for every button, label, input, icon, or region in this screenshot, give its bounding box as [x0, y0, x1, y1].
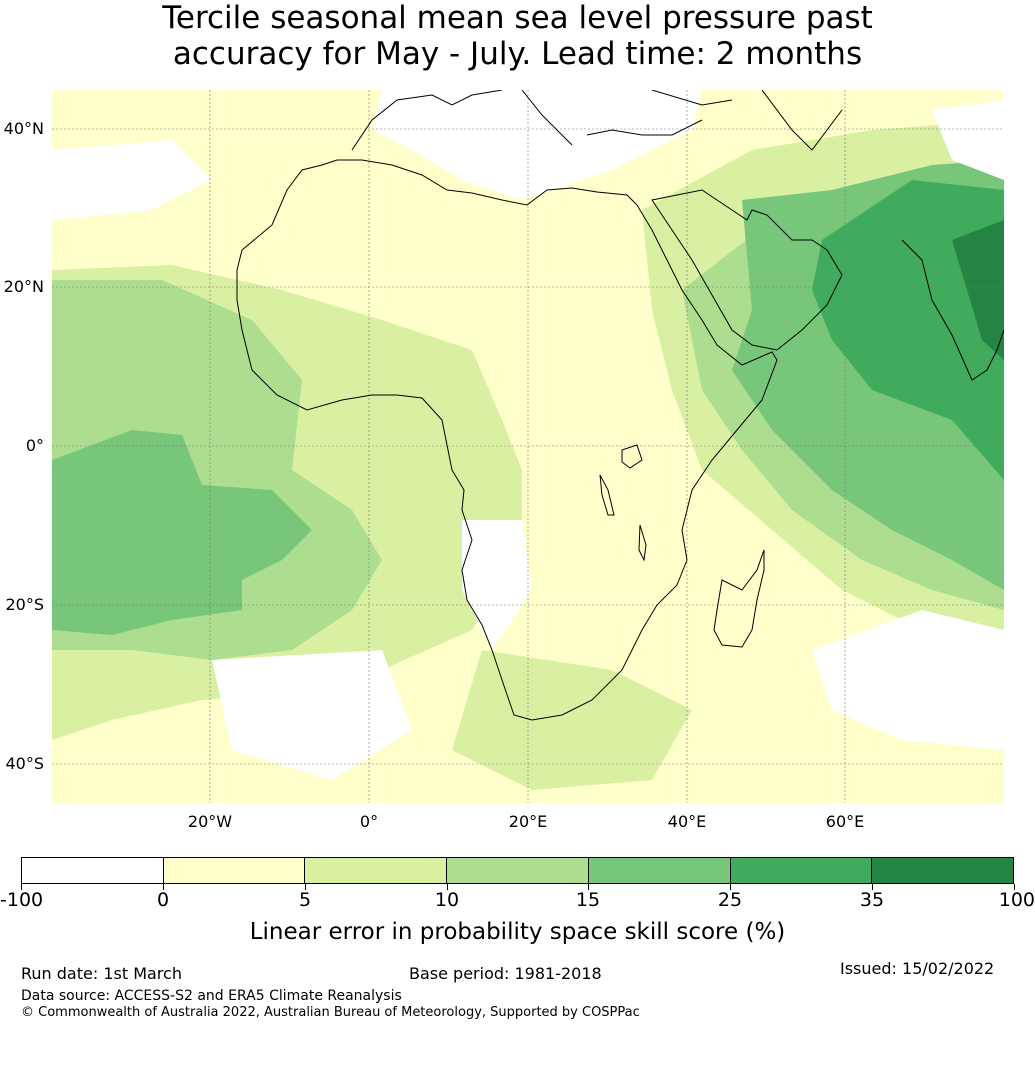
colorbar	[21, 857, 1014, 884]
colorbar-segment	[305, 858, 448, 883]
colorbar-tick	[872, 884, 873, 890]
map-svg	[52, 90, 1004, 803]
colorbar-label: Linear error in probability space skill …	[249, 919, 786, 945]
lon-label-60e: 60°E	[825, 812, 865, 831]
colorbar-tick	[1014, 884, 1015, 890]
lat-label-0: 0°	[25, 436, 44, 455]
lon-label-40e: 40°E	[667, 812, 707, 831]
colorbar-tick	[588, 884, 589, 890]
region-white-south-indian	[812, 610, 1004, 750]
colorbar-tick	[305, 884, 306, 890]
region-white-central-africa	[462, 520, 532, 650]
colorbar-tick-label: 5	[298, 889, 312, 911]
lon-label-20e: 20°E	[508, 812, 548, 831]
data-source: Data source: ACCESS-S2 and ERA5 Climate …	[21, 988, 402, 1004]
lat-label-20s: 20°S	[5, 595, 44, 614]
lat-label-40s: 40°S	[5, 754, 44, 773]
region-white-arabia	[932, 100, 1004, 180]
lat-label-20n: 20°N	[3, 277, 44, 296]
region-white-south-atlantic	[212, 650, 412, 780]
colorbar-tick-label: 10	[434, 889, 460, 911]
lake-malawi	[638, 524, 647, 562]
lon-label-20w: 20°W	[187, 812, 233, 831]
copyright: © Commonwealth of Australia 2022, Austra…	[21, 1005, 640, 1020]
region-light-green-south	[452, 650, 692, 790]
colorbar-segment	[730, 858, 873, 883]
region-white-europe	[372, 90, 702, 200]
title-line-2: accuracy for May - July. Lead time: 2 mo…	[172, 36, 863, 72]
colorbar-tick	[447, 884, 448, 890]
colorbar-tick	[21, 884, 22, 890]
colorbar-tick	[730, 884, 731, 890]
lake-tanganyika	[599, 474, 615, 516]
colorbar-segment	[588, 858, 731, 883]
colorbar-segment	[22, 858, 164, 883]
india-coastline	[901, 239, 1004, 381]
skill-map	[52, 90, 1004, 803]
colorbar-tick-label: 15	[575, 889, 601, 911]
africa-coastline	[236, 159, 778, 721]
title-line-1: Tercile seasonal mean sea level pressure…	[162, 0, 873, 36]
region-darkest-green	[952, 220, 1004, 360]
issued-date: Issued: 15/02/2022	[840, 959, 995, 978]
colorbar-tick-label: -100	[0, 889, 44, 911]
lake-victoria	[621, 444, 643, 469]
arabia-coastline	[651, 189, 843, 351]
region-dark-green-indian	[812, 180, 1004, 480]
colorbar-tick-label: 100	[998, 889, 1035, 911]
madagascar-coastline	[713, 549, 765, 648]
colorbar-segment	[163, 858, 306, 883]
lat-label-40n: 40°N	[3, 119, 44, 138]
europe-coastline	[351, 90, 843, 151]
colorbar-tick-label: 0	[156, 889, 170, 911]
colorbar-segment	[447, 858, 589, 883]
colorbar-tick-label: 25	[717, 889, 743, 911]
region-green-atlantic	[52, 430, 312, 635]
map-title: Tercile seasonal mean sea level pressure…	[0, 0, 1035, 72]
region-white-north-atlantic	[52, 140, 212, 220]
colorbar-tick	[163, 884, 164, 890]
colorbar-segment	[872, 858, 1014, 883]
coastlines	[236, 90, 1004, 721]
base-period: Base period: 1981-2018	[409, 964, 602, 983]
graticule	[52, 90, 1004, 803]
lon-label-0: 0°	[359, 812, 379, 831]
colorbar-tick-label: 35	[859, 889, 885, 911]
run-date: Run date: 1st March	[21, 964, 182, 983]
